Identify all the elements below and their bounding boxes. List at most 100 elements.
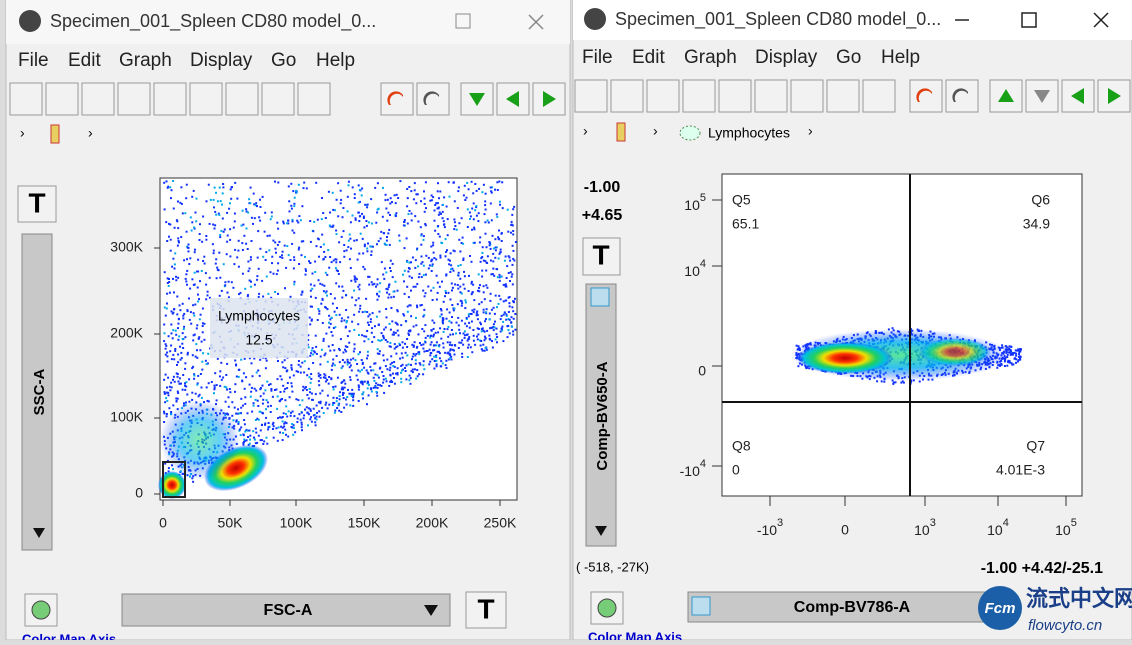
tool-button[interactable]: [189, 82, 223, 116]
event-dot: [389, 259, 392, 262]
menu-item[interactable]: Display: [190, 50, 253, 71]
event-dot: [265, 408, 267, 411]
event-dot: [209, 198, 212, 201]
tool-button[interactable]: [297, 82, 331, 116]
tool-button[interactable]: [610, 79, 644, 113]
event-dot: [411, 343, 414, 346]
event-dot: [335, 354, 338, 357]
tool-button[interactable]: [380, 82, 414, 116]
event-dot: [484, 208, 487, 211]
tool-button[interactable]: [225, 82, 259, 116]
text-button[interactable]: [465, 591, 507, 629]
tool-button[interactable]: [790, 79, 824, 113]
event-dot: [335, 400, 338, 403]
event-dot: [384, 199, 387, 202]
tool-button[interactable]: [826, 79, 860, 113]
menu-item[interactable]: Help: [881, 47, 920, 68]
tool-button[interactable]: [945, 79, 979, 113]
event-dot: [476, 314, 479, 316]
tool-button[interactable]: [460, 82, 494, 116]
event-dot: [201, 331, 204, 334]
menu-item[interactable]: File: [18, 50, 49, 71]
tool-button[interactable]: [9, 82, 43, 116]
event-dot: [357, 184, 360, 187]
event-dot: [356, 363, 359, 365]
event-dot: [437, 225, 440, 227]
close-button[interactable]: [528, 14, 544, 30]
event-dot: [302, 240, 305, 243]
event-dot: [433, 367, 436, 370]
tool-button[interactable]: [754, 79, 788, 113]
event-dot: [172, 257, 175, 260]
menu-item[interactable]: Graph: [684, 47, 737, 68]
event-dot: [377, 295, 380, 298]
event-dot: [490, 190, 493, 193]
event-dot: [415, 316, 417, 319]
x-axis-selector[interactable]: [121, 593, 451, 627]
tool-button[interactable]: [261, 82, 295, 116]
event-dot: [362, 391, 365, 394]
event-dot: [391, 262, 394, 265]
event-dot: [221, 217, 224, 220]
menu-item[interactable]: Edit: [632, 47, 665, 68]
event-dot: [163, 391, 166, 394]
breadcrumb-arrow: ›: [653, 123, 658, 139]
menu-item[interactable]: Display: [755, 47, 818, 68]
event-dot: [185, 381, 188, 384]
grid-icon: [590, 287, 610, 307]
event-dot: [999, 364, 1001, 367]
menu-item[interactable]: Go: [271, 50, 296, 71]
event-dot: [267, 422, 270, 424]
event-dot: [337, 270, 339, 273]
menu-item[interactable]: Edit: [68, 50, 101, 71]
text-button[interactable]: [17, 185, 57, 223]
y-axis-selector[interactable]: [21, 233, 53, 551]
tool-button[interactable]: [45, 82, 79, 116]
tool-button[interactable]: [574, 79, 608, 113]
event-dot: [337, 273, 340, 275]
event-dot: [384, 326, 387, 329]
density-halo: [160, 400, 240, 480]
event-dot: [175, 279, 178, 282]
close-button[interactable]: [1093, 12, 1109, 28]
event-dot: [293, 256, 296, 259]
tool-button[interactable]: [416, 82, 450, 116]
tool-button[interactable]: [81, 82, 115, 116]
event-dot: [369, 321, 372, 323]
event-dot: [348, 341, 351, 344]
menu-item[interactable]: File: [582, 47, 613, 68]
event-dot: [1019, 357, 1021, 360]
tool-button[interactable]: [117, 82, 151, 116]
event-dot: [415, 346, 418, 349]
event-dot: [180, 382, 182, 385]
event-dot: [1015, 354, 1018, 357]
tool-button[interactable]: [718, 79, 752, 113]
menu-item[interactable]: Go: [836, 47, 861, 68]
menu-item[interactable]: Graph: [119, 50, 172, 71]
tool-button[interactable]: [153, 82, 187, 116]
tool-button[interactable]: [646, 79, 680, 113]
event-dot: [475, 314, 478, 317]
event-dot: [465, 317, 468, 319]
tool-button[interactable]: [496, 82, 530, 116]
event-dot: [172, 311, 175, 314]
event-dot: [310, 318, 313, 321]
event-dot: [361, 187, 364, 190]
maximize-button[interactable]: [455, 13, 471, 29]
tool-button[interactable]: [682, 79, 716, 113]
event-dot: [192, 339, 195, 342]
event-dot: [167, 335, 170, 338]
text-button[interactable]: [582, 237, 621, 276]
event-dot: [333, 411, 336, 414]
maximize-button[interactable]: [1021, 12, 1037, 28]
tool-button[interactable]: [909, 79, 943, 113]
event-dot: [433, 360, 436, 362]
tool-button[interactable]: [862, 79, 896, 113]
event-dot: [381, 371, 384, 373]
y-axis-selector[interactable]: [585, 283, 617, 547]
menu-item[interactable]: Help: [316, 50, 355, 71]
event-dot: [290, 366, 293, 369]
event-dot: [346, 358, 349, 361]
event-dot: [241, 249, 244, 251]
event-dot: [484, 200, 487, 203]
